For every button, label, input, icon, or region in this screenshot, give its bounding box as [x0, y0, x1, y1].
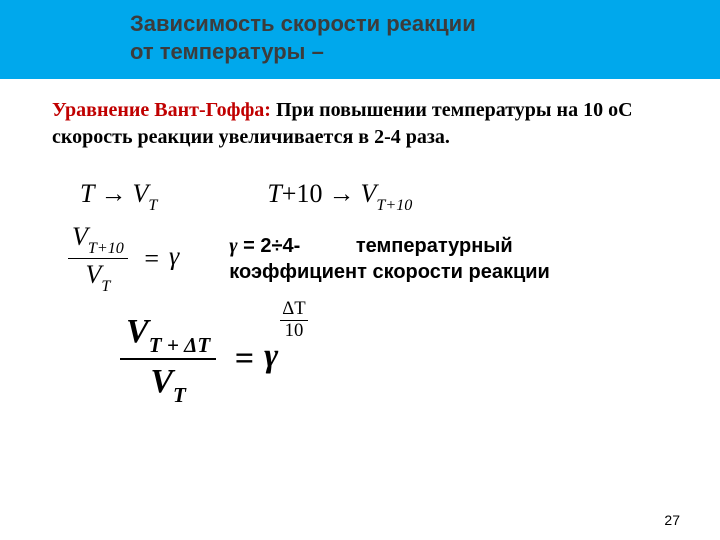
formula-row-1: T→VT T+10→VT+10: [0, 151, 720, 213]
numerator: VT+10: [68, 223, 128, 259]
sym-V2: V: [360, 179, 376, 208]
denominator: VT: [68, 259, 128, 294]
formula-row-2: VT+10 VT =γ γ = 2÷4- температурный коэфф…: [0, 213, 720, 294]
header-line1: Зависимость скорости реакции: [130, 10, 700, 38]
arrow-icon: →: [322, 179, 360, 208]
formula-general: VT + ΔT VT =γ ΔT 10: [120, 314, 720, 404]
sym-V: V: [72, 222, 88, 251]
formula-row-3: VT + ΔT VT =γ ΔT 10: [0, 294, 720, 404]
sym-gamma: γ: [169, 242, 179, 271]
sub: T+10: [88, 240, 124, 257]
sym-V: V: [132, 179, 148, 208]
gamma-base: γ: [264, 338, 278, 375]
sym-T: T: [80, 179, 94, 208]
sym-V: V: [126, 313, 149, 350]
arrow-icon: →: [94, 179, 132, 208]
sub: T: [173, 383, 186, 407]
gamma-symbol: γ: [229, 235, 237, 257]
sym-T2: T: [267, 179, 281, 208]
sym-V: V: [85, 260, 101, 289]
formula-TV: T→VT: [80, 179, 157, 213]
exponent-fraction: ΔT 10: [280, 300, 307, 340]
plus10: +10: [282, 179, 323, 208]
formula-T10V: T+10→VT+10: [267, 179, 412, 213]
sub: T: [101, 278, 110, 295]
intro-paragraph: Уравнение Вант-Гоффа: При повышении темп…: [0, 79, 720, 151]
fraction-big: VT + ΔT VT: [120, 314, 216, 404]
page-number: 27: [664, 512, 680, 528]
sub-T: T: [148, 197, 157, 214]
header-line2: от температуры –: [130, 38, 700, 66]
fraction: VT+10 VT: [68, 223, 128, 294]
gamma-explanation: γ = 2÷4- температурный коэффициент скоро…: [229, 233, 609, 285]
exp-num: ΔT: [280, 300, 307, 321]
sub: T + ΔT: [149, 333, 211, 357]
numerator-big: VT + ΔT: [120, 314, 216, 360]
formula-ratio-gamma: VT+10 VT =γ: [68, 223, 179, 294]
equals-big: =: [225, 340, 264, 377]
intro-red: Уравнение Вант-Гоффа:: [52, 99, 271, 121]
equals: =: [134, 244, 169, 273]
sym-V: V: [150, 363, 173, 400]
gamma-range: = 2÷4-: [238, 235, 301, 257]
sub-T10: T+10: [376, 197, 412, 214]
denominator-big: VT: [120, 360, 216, 404]
slide-header: Зависимость скорости реакции от температ…: [0, 0, 720, 79]
exp-den: 10: [280, 321, 307, 341]
